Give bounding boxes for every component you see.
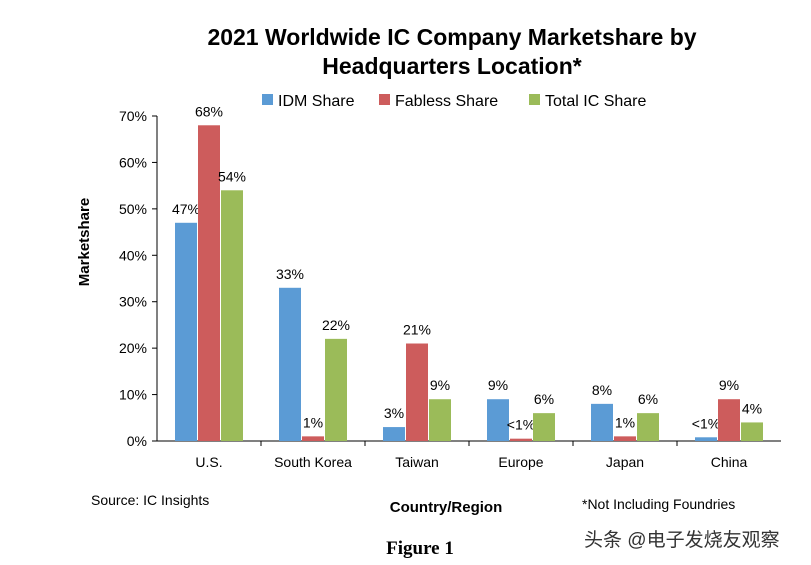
y-axis-title: Marketshare [76, 198, 93, 286]
legend-label-total: Total IC Share [545, 93, 646, 110]
bar-total-ic-share-south-korea [325, 338, 347, 441]
bar-total-ic-share-u-s- [221, 190, 243, 441]
legend-swatch-total [529, 94, 540, 105]
bar-total-ic-share-japan [637, 413, 659, 441]
data-label: 54% [218, 168, 246, 184]
x-axis-title: Country/Region [390, 499, 503, 516]
bar-fabless-share-taiwan [406, 343, 428, 441]
bar-fabless-share-europe [510, 438, 532, 441]
data-label: 3% [384, 405, 404, 421]
bar-total-ic-share-taiwan [429, 399, 451, 441]
data-label: 9% [488, 377, 508, 393]
bar-fabless-share-south-korea [302, 436, 324, 441]
y-tick-label: 0% [127, 433, 147, 449]
chart-title-line-2: Headquarters Location* [322, 53, 581, 79]
bar-idm-share-taiwan [383, 427, 405, 441]
data-label: 6% [534, 391, 554, 407]
x-tick-label: U.S. [195, 454, 222, 470]
y-tick-label: 60% [119, 154, 147, 170]
data-label: 47% [172, 201, 200, 217]
data-label: 4% [742, 400, 762, 416]
watermark: 头条 @电子发烧友观察 [584, 529, 780, 551]
x-tick-label: Taiwan [395, 454, 439, 470]
data-label: <1% [507, 417, 535, 433]
x-tick-label: China [711, 454, 748, 470]
bar-idm-share-europe [487, 399, 509, 441]
bar-idm-share-south-korea [279, 287, 301, 441]
bar-total-ic-share-china [741, 422, 763, 441]
legend: IDM Share Fabless Share Total IC Share [262, 93, 646, 110]
data-label: 68% [195, 103, 223, 119]
y-tick-label: 70% [119, 108, 147, 124]
plot-area: 0% 10% 20% 30% 40% 50% 60% 70% U.S. 47% 68% 54% Sout… [119, 103, 781, 470]
bar-idm-share-u-s- [175, 222, 197, 441]
bar-idm-share-japan [591, 403, 613, 441]
footnote: *Not Including Foundries [582, 496, 735, 512]
legend-label-idm: IDM Share [278, 93, 355, 110]
data-label: 21% [403, 322, 431, 338]
bar-total-ic-share-europe [533, 413, 555, 441]
data-label: 22% [322, 317, 350, 333]
bar-fabless-share-china [718, 399, 740, 441]
figure-caption: Figure 1 [386, 538, 454, 559]
data-label: <1% [692, 415, 720, 431]
data-label: 9% [430, 377, 450, 393]
legend-swatch-idm [262, 94, 273, 105]
bar-fabless-share-u-s- [198, 125, 220, 442]
y-tick-label: 40% [119, 247, 147, 263]
data-label: 6% [638, 391, 658, 407]
data-label: 1% [303, 414, 323, 430]
legend-swatch-fabless [379, 94, 390, 105]
x-tick-label: Europe [498, 454, 543, 470]
x-tick-label: Japan [606, 454, 644, 470]
legend-label-fabless: Fabless Share [395, 93, 498, 110]
y-tick-label: 10% [119, 387, 147, 403]
y-tick-label: 20% [119, 340, 147, 356]
bar-idm-share-china [695, 437, 717, 441]
y-tick-label: 50% [119, 201, 147, 217]
data-label: 9% [719, 377, 739, 393]
x-tick-label: South Korea [274, 454, 352, 470]
data-label: 8% [592, 382, 612, 398]
data-label: 1% [615, 414, 635, 430]
chart-title-line-1: 2021 Worldwide IC Company Marketshare by [207, 24, 696, 50]
y-tick-label: 30% [119, 294, 147, 310]
data-label: 33% [276, 266, 304, 282]
source-note: Source: IC Insights [91, 492, 209, 508]
bar-fabless-share-japan [614, 436, 636, 441]
